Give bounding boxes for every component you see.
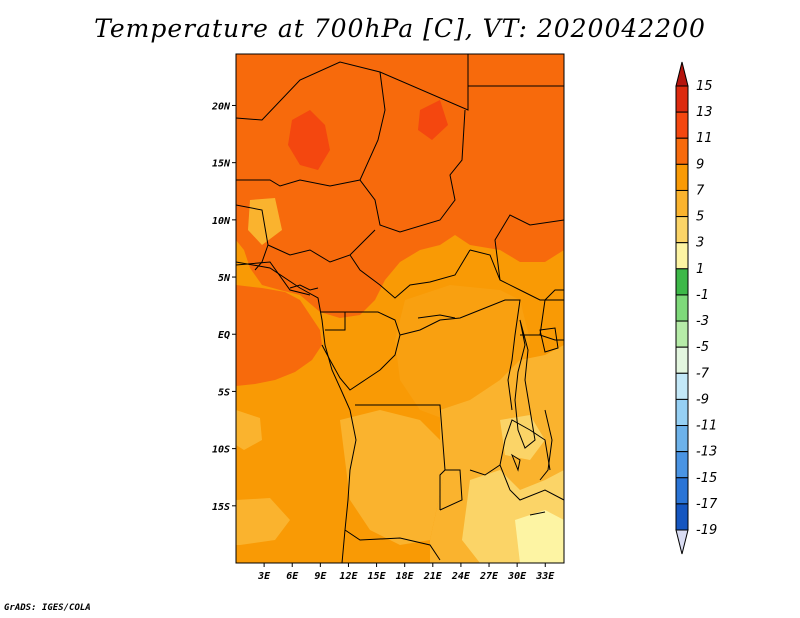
- colorbar-segment: [675, 503, 689, 531]
- colorbar-label: 1: [696, 262, 704, 277]
- colorbar-label: -7: [696, 366, 710, 381]
- lon-label: 30E: [507, 571, 527, 582]
- colorbar-bottom-arrow: [675, 529, 689, 555]
- colorbar-label: 9: [696, 157, 704, 172]
- lat-label: 5N: [218, 273, 231, 284]
- colorbar-segment: [675, 372, 689, 400]
- lon-label: 21E: [423, 571, 443, 582]
- colorbar-label: -17: [696, 497, 718, 512]
- colorbar-segment: [675, 477, 689, 505]
- colorbar-segment: [675, 425, 689, 453]
- lon-label: 33E: [535, 571, 555, 582]
- colorbar-segment: [675, 216, 689, 244]
- colorbar-segment: [675, 268, 689, 296]
- colorbar-segment: [675, 320, 689, 348]
- lon-label: 9E: [314, 571, 327, 582]
- lon-label: 27E: [479, 571, 499, 582]
- map-title: Temperature at 700hPa [C], VT: 202004220…: [94, 14, 706, 43]
- lat-label: 15S: [212, 502, 230, 513]
- lat-label: 10S: [212, 445, 230, 456]
- colorbar-label: -19: [696, 523, 717, 538]
- colorbar-segment: [675, 451, 689, 479]
- colorbar-label: -15: [696, 471, 717, 486]
- colorbar-label: 3: [696, 236, 704, 251]
- lon-label: 15E: [368, 571, 387, 582]
- lat-label: 15N: [212, 159, 231, 170]
- colorbar-label: 11: [696, 131, 713, 146]
- colorbar-label: 15: [696, 79, 713, 94]
- colorbar-segment: [675, 163, 689, 191]
- lon-label: 3E: [257, 571, 271, 582]
- country-borders: [236, 54, 564, 563]
- colorbar-segment: [675, 346, 689, 374]
- lat-label: 5S: [218, 387, 230, 398]
- axis-labels: 20N 15N 10N 5N EQ 5S 10S 15S 3E 6E 9E 12E 15E 18E 21E 2…: [211, 101, 555, 582]
- credit-label: GrADS: IGES/COLA: [4, 603, 91, 613]
- lat-label: 10N: [212, 216, 231, 227]
- colorbar-label: 7: [696, 183, 705, 198]
- colorbar-label: -9: [696, 392, 709, 407]
- colorbar-top-arrow: [675, 61, 689, 87]
- colorbar-label: 13: [696, 105, 713, 120]
- temperature-field: [236, 54, 564, 563]
- colorbar: 15 13 11 9 7 5 3 1 -1 -3 -5 -7 -9 -11 -13 -15 -17 -19: [675, 61, 718, 555]
- colorbar-segment: [675, 111, 689, 139]
- colorbar-segment: [675, 242, 689, 270]
- colorbar-segment: [675, 189, 689, 218]
- colorbar-label: -13: [696, 445, 717, 460]
- colorbar-label: -11: [696, 419, 717, 434]
- lon-label: 24E: [451, 571, 471, 582]
- colorbar-segment: [675, 294, 689, 322]
- lat-label: 20N: [211, 101, 231, 112]
- colorbar-segment: [675, 85, 689, 113]
- colorbar-segment: [675, 398, 689, 427]
- lon-label: 18E: [396, 571, 415, 582]
- colorbar-label: -3: [696, 314, 709, 329]
- colorbar-label: -1: [696, 288, 709, 303]
- map-frame: [235, 53, 565, 564]
- colorbar-segment: [675, 137, 689, 165]
- lon-label: 6E: [286, 571, 299, 582]
- lon-label: 12E: [339, 571, 358, 582]
- lat-label: EQ: [218, 330, 230, 341]
- colorbar-label: -5: [696, 340, 709, 355]
- colorbar-label: 5: [696, 210, 704, 225]
